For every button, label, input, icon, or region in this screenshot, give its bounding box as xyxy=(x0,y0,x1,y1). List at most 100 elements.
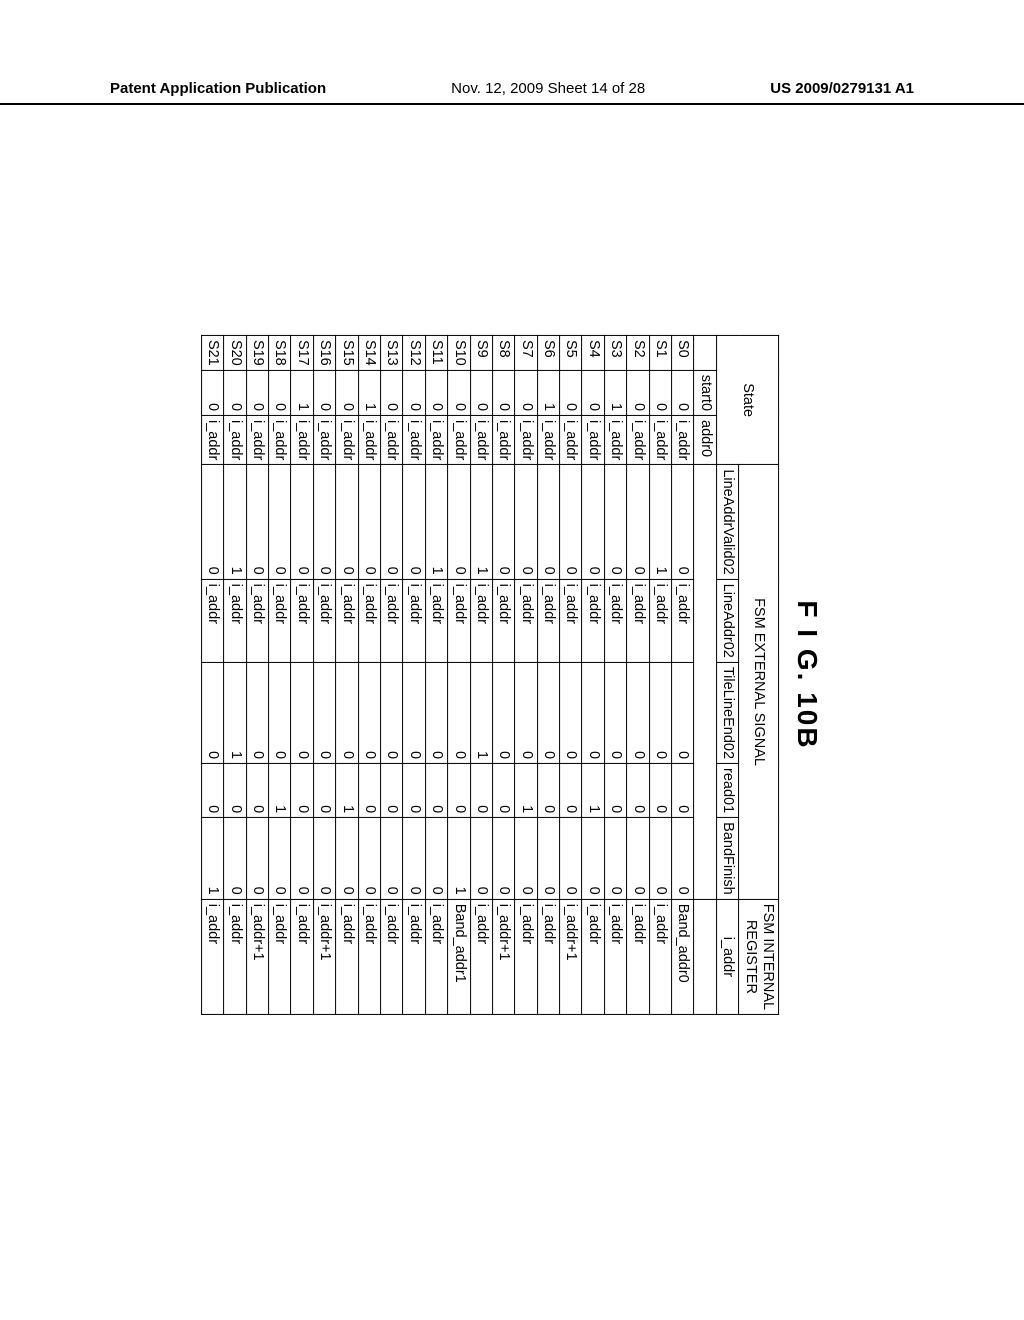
table-cell: i_addr xyxy=(560,416,582,465)
table-cell: 0 xyxy=(269,818,291,900)
table-cell: 0 xyxy=(313,764,335,818)
table-cell: i_addr xyxy=(470,899,492,1014)
table-cell: i_addr xyxy=(448,416,470,465)
table-cell: 0 xyxy=(604,818,626,900)
table-cell: 0 xyxy=(672,662,694,763)
table-cell: i_addr xyxy=(582,579,604,662)
table-cell: S12 xyxy=(403,335,425,370)
table-cell: 1 xyxy=(470,465,492,579)
table-cell: 0 xyxy=(582,465,604,579)
table-cell: 0 xyxy=(313,370,335,415)
table-cell: 1 xyxy=(537,370,559,415)
table-cell: 0 xyxy=(649,370,671,415)
table-cell: 0 xyxy=(201,764,223,818)
table-cell: i_addr xyxy=(269,579,291,662)
table-cell: i_addr xyxy=(560,579,582,662)
header-read01: read01 xyxy=(716,764,738,818)
table-cell: i_addr xyxy=(358,416,380,465)
table-cell: 0 xyxy=(672,764,694,818)
figure-title: F I G. 10B xyxy=(791,335,823,1015)
table-cell: 0 xyxy=(246,764,268,818)
table-cell: i_addr xyxy=(627,416,649,465)
table-cell: i_addr xyxy=(291,899,313,1014)
table-cell: i_addr xyxy=(604,416,626,465)
table-cell: 0 xyxy=(224,764,246,818)
table-cell: 1 xyxy=(649,465,671,579)
table-cell: 0 xyxy=(493,764,515,818)
table-cell: S1 xyxy=(649,335,671,370)
table-cell: 0 xyxy=(604,662,626,763)
table-cell: i_addr xyxy=(381,579,403,662)
header-internal-register: FSM INTERNAL REGISTER xyxy=(739,899,779,1014)
table-cell: 0 xyxy=(493,465,515,579)
table-header-sub-row: start0 addr0 xyxy=(694,335,716,1014)
table-cell: S20 xyxy=(224,335,246,370)
table-cell: S6 xyxy=(537,335,559,370)
table-cell: 0 xyxy=(336,465,358,579)
table-cell: 0 xyxy=(582,662,604,763)
table-cell: i_addr xyxy=(246,416,268,465)
table-cell: 0 xyxy=(649,764,671,818)
table-cell: 0 xyxy=(672,818,694,900)
table-cell: i_addr xyxy=(381,416,403,465)
table-cell: i_addr xyxy=(672,416,694,465)
table-cell: 0 xyxy=(425,818,447,900)
table-cell: i_addr xyxy=(224,579,246,662)
header-lineaddr02: LineAddr02 xyxy=(716,579,738,662)
table-cell: 0 xyxy=(627,662,649,763)
header-i-addr: i_addr xyxy=(716,899,738,1014)
table-cell: 0 xyxy=(425,764,447,818)
table-cell: i_addr xyxy=(201,416,223,465)
table-cell: 0 xyxy=(381,465,403,579)
table-cell: S9 xyxy=(470,335,492,370)
table-cell: 0 xyxy=(403,764,425,818)
header-start0: start0 xyxy=(694,370,716,415)
table-cell: i_addr+1 xyxy=(560,899,582,1014)
table-cell: 0 xyxy=(313,818,335,900)
table-cell: 0 xyxy=(246,465,268,579)
table-row: S210i_addr0i_addr001i_addr xyxy=(201,335,223,1014)
table-cell: 0 xyxy=(448,764,470,818)
table-cell: i_addr xyxy=(604,579,626,662)
table-cell: i_addr xyxy=(269,899,291,1014)
table-cell: i_addr xyxy=(336,416,358,465)
header-tilelineend02: TileLineEnd02 xyxy=(716,662,738,763)
table-cell: i_addr xyxy=(649,899,671,1014)
table-cell: 0 xyxy=(269,465,291,579)
table-cell: 1 xyxy=(291,370,313,415)
table-cell: 0 xyxy=(358,818,380,900)
table-cell: i_addr xyxy=(515,579,537,662)
table-cell: 0 xyxy=(560,764,582,818)
table-cell: 1 xyxy=(515,764,537,818)
table-cell: S17 xyxy=(291,335,313,370)
table-row: S160i_addr0i_addr000i_addr+1 xyxy=(313,335,335,1014)
table-cell: S15 xyxy=(336,335,358,370)
table-row: S120i_addr0i_addr000i_addr xyxy=(403,335,425,1014)
table-cell: S16 xyxy=(313,335,335,370)
header-internal-l2: REGISTER xyxy=(743,920,759,994)
table-cell: 0 xyxy=(336,662,358,763)
table-cell: 0 xyxy=(403,465,425,579)
table-cell: 0 xyxy=(672,370,694,415)
table-cell: 0 xyxy=(560,818,582,900)
table-row: S141i_addr0i_addr000i_addr xyxy=(358,335,380,1014)
table-cell: i_addr xyxy=(425,416,447,465)
table-row: S90i_addr1i_addr100i_addr xyxy=(470,335,492,1014)
table-cell: 0 xyxy=(537,818,559,900)
table-cell: i_addr xyxy=(649,579,671,662)
table-cell: S4 xyxy=(582,335,604,370)
table-cell: 0 xyxy=(381,818,403,900)
fsm-state-table: State FSM EXTERNAL SIGNAL FSM INTERNAL R… xyxy=(201,335,779,1015)
table-cell: 1 xyxy=(425,465,447,579)
table-cell: i_addr+1 xyxy=(246,899,268,1014)
table-cell: 0 xyxy=(493,662,515,763)
header-addr0: addr0 xyxy=(694,416,716,465)
table-cell: 0 xyxy=(358,465,380,579)
table-cell: i_addr xyxy=(627,579,649,662)
table-cell: S13 xyxy=(381,335,403,370)
table-cell: i_addr xyxy=(470,416,492,465)
table-cell: 0 xyxy=(246,370,268,415)
table-cell: 0 xyxy=(537,662,559,763)
table-cell: S2 xyxy=(627,335,649,370)
table-cell: S18 xyxy=(269,335,291,370)
